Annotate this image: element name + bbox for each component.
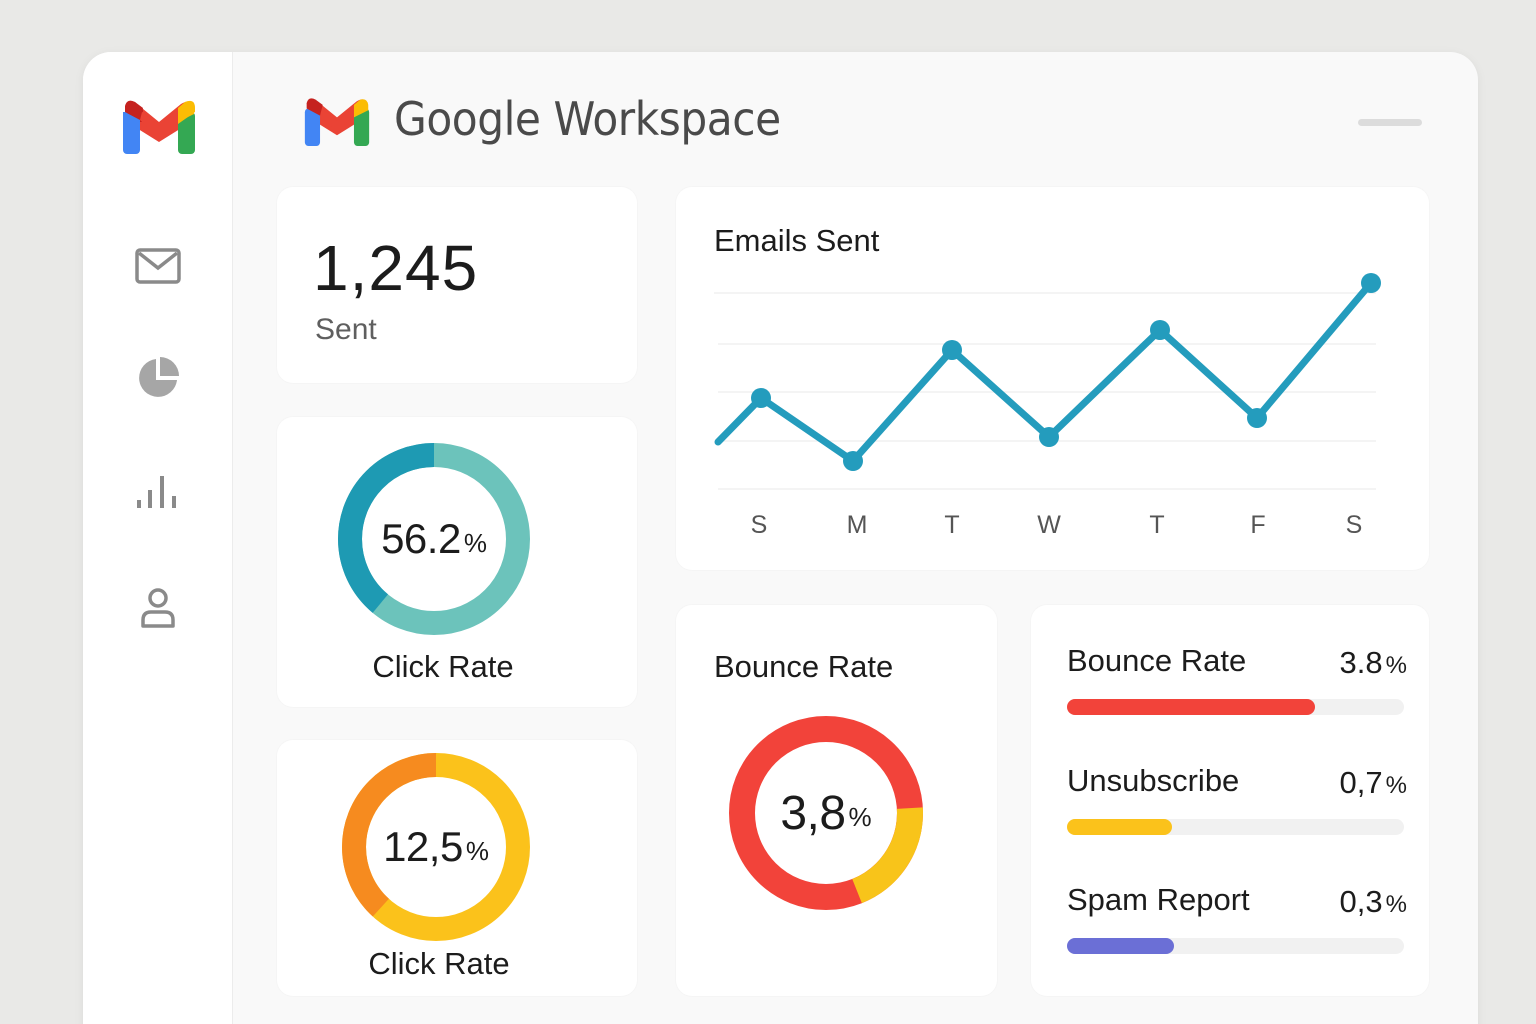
x-axis-label: M — [846, 511, 868, 539]
gmail-logo-icon[interactable] — [123, 98, 195, 154]
metric-label: Unsubscribe — [1067, 763, 1240, 798]
progress-fill-unsubscribe — [1067, 819, 1172, 835]
metric-value: 3.8% — [1339, 645, 1407, 680]
sent-value: 1,245 — [313, 232, 479, 304]
emails-sent-chart-card: Emails Sent S M T W T F — [676, 187, 1429, 570]
bounce-rate-donut: 3,8 % — [728, 715, 924, 911]
menu-bar-icon[interactable] — [1358, 119, 1422, 126]
metric-label: Bounce Rate — [1067, 643, 1247, 678]
progress-fill-bounce — [1067, 699, 1315, 715]
click-rate-donut-2: 12,5 % — [341, 752, 531, 942]
click-rate-value-1: 56.2 — [381, 515, 461, 562]
metric-value: 0,7% — [1339, 765, 1407, 800]
sidebar-item-mail[interactable] — [133, 241, 183, 291]
x-axis-label: T — [944, 511, 960, 539]
click-rate-label-2: Click Rate — [368, 946, 510, 981]
metrics-card: Bounce Rate 3.8% Unsubscribe 0,7% Spam R… — [1031, 605, 1429, 996]
sidebar — [83, 52, 233, 1024]
bar-chart-icon — [137, 476, 176, 508]
click-rate-label-1: Click Rate — [372, 649, 514, 684]
metric-label: Spam Report — [1067, 882, 1250, 917]
sidebar-item-account[interactable] — [133, 583, 183, 633]
bounce-rate-title: Bounce Rate — [714, 649, 894, 684]
click-rate-card-1: 56.2 % Click Rate — [277, 417, 637, 707]
emails-sent-line-chart — [714, 273, 1381, 490]
click-rate-donut-1: 56.2 % — [337, 442, 531, 636]
sidebar-item-analytics[interactable] — [133, 467, 183, 517]
x-axis-label: T — [1149, 511, 1165, 539]
pie-chart-icon — [139, 357, 179, 397]
x-axis-label: S — [1345, 511, 1363, 539]
progress-track — [1067, 819, 1404, 835]
progress-fill-spam — [1067, 938, 1174, 954]
sent-card: 1,245 Sent — [277, 187, 637, 383]
metric-value: 0,3% — [1339, 884, 1407, 919]
click-rate-value-2: 12,5 — [383, 823, 463, 870]
progress-track — [1067, 699, 1404, 715]
app-window: Google Workspace 1,245 Sent 56.2 % Click… — [83, 52, 1478, 1024]
header-gmail-logo-icon — [304, 96, 370, 146]
chart-title: Emails Sent — [714, 223, 880, 258]
envelope-icon — [135, 248, 181, 284]
click-rate-card-2: 12,5 % Click Rate — [277, 740, 637, 996]
bounce-rate-value: 3,8 — [780, 786, 846, 840]
user-icon — [141, 588, 175, 628]
x-axis-label: S — [750, 511, 768, 539]
bounce-rate-card: Bounce Rate 3,8 % — [676, 605, 997, 996]
sidebar-item-reports[interactable] — [133, 353, 183, 403]
app-title: Google Workspace — [394, 92, 781, 146]
x-axis-label: F — [1250, 511, 1266, 539]
x-axis-label: W — [1037, 511, 1061, 539]
progress-track — [1067, 938, 1404, 954]
sent-label: Sent — [315, 313, 377, 346]
